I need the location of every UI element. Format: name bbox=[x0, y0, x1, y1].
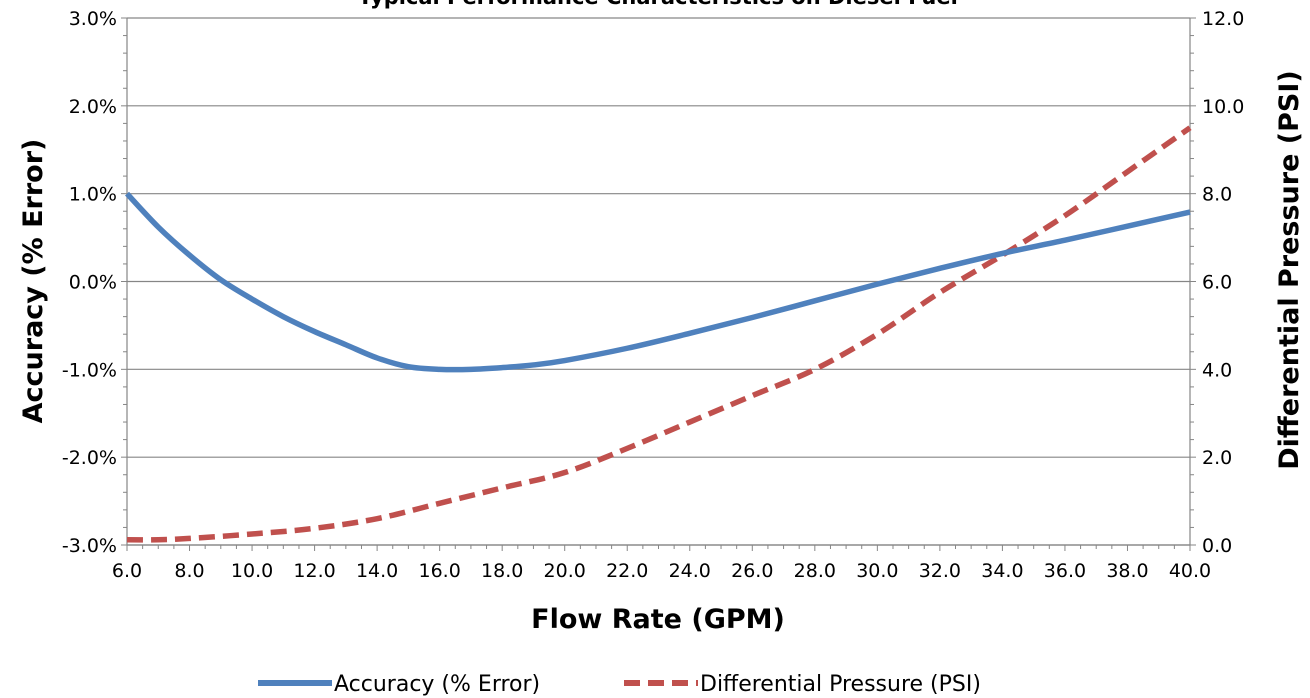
x-tick-label: 18.0 bbox=[481, 560, 523, 582]
legend: Accuracy (% Error) Differential Pressure… bbox=[258, 672, 981, 697]
x-tick-labels: 6.0 8.0 10.0 12.0 14.0 16.0 18.0 20.0 22.0 24.0 26… bbox=[112, 560, 1211, 582]
x-tick-label: 30.0 bbox=[856, 560, 898, 582]
x-tick-label: 12.0 bbox=[293, 560, 335, 582]
y-tick-label: -3.0% bbox=[62, 535, 117, 557]
series-lines bbox=[124, 125, 1192, 543]
x-tick-label: 24.0 bbox=[669, 560, 711, 582]
x-tick-label: 36.0 bbox=[1044, 560, 1086, 582]
y-tick-label: 3.0% bbox=[69, 8, 117, 30]
chart-title-group: Typical Performance Characteristics on D… bbox=[358, 0, 958, 9]
y2-tick-label: 10.0 bbox=[1202, 96, 1244, 118]
y2-tick-label: 8.0 bbox=[1202, 184, 1232, 206]
grid-lines bbox=[127, 17, 1190, 546]
series-line-accuracy bbox=[124, 191, 1191, 373]
x-tick-label: 40.0 bbox=[1169, 560, 1211, 582]
x-tick-label: 10.0 bbox=[231, 560, 273, 582]
x-tick-label: 34.0 bbox=[981, 560, 1023, 582]
y-tick-label: 1.0% bbox=[69, 184, 117, 206]
y2-tick-label: 12.0 bbox=[1202, 8, 1244, 30]
y2-tick-label: 0.0 bbox=[1202, 535, 1232, 557]
x-tick-label: 16.0 bbox=[418, 560, 460, 582]
x-axis-title: Flow Rate (GPM) bbox=[531, 604, 785, 635]
y2-tick-label: 6.0 bbox=[1202, 272, 1232, 294]
y-tick-label: -1.0% bbox=[62, 359, 117, 381]
x-tick-label: 38.0 bbox=[1106, 560, 1148, 582]
legend-label-accuracy: Accuracy (% Error) bbox=[334, 672, 540, 697]
series-line-pressure bbox=[126, 125, 1192, 543]
x-tick-label: 20.0 bbox=[544, 560, 586, 582]
y-tick-label: -2.0% bbox=[62, 447, 117, 469]
x-tick-label: 14.0 bbox=[356, 560, 398, 582]
axes bbox=[121, 17, 1196, 551]
y-tick-label: 2.0% bbox=[69, 96, 117, 118]
y-tick-labels: -3.0% -2.0% -1.0% 0.0% 1.0% 2.0% 3.0% bbox=[62, 8, 117, 557]
x-tick-label: 22.0 bbox=[606, 560, 648, 582]
x-tick-label: 32.0 bbox=[919, 560, 961, 582]
y-axis-title: Accuracy (% Error) bbox=[18, 139, 49, 424]
y2-tick-labels: 0.0 2.0 4.0 6.0 8.0 10.0 12.0 bbox=[1202, 8, 1244, 557]
y2-axis-title: Differential Pressure (PSI) bbox=[1274, 70, 1305, 470]
x-tick-label: 28.0 bbox=[794, 560, 836, 582]
legend-label-pressure: Differential Pressure (PSI) bbox=[700, 672, 981, 697]
x-tick-label: 6.0 bbox=[112, 560, 142, 582]
y2-tick-label: 4.0 bbox=[1202, 359, 1232, 381]
y-tick-label: 0.0% bbox=[69, 272, 117, 294]
y2-tick-label: 2.0 bbox=[1202, 447, 1232, 469]
x-tick-label: 26.0 bbox=[731, 560, 773, 582]
chart-title: Typical Performance Characteristics on D… bbox=[358, 0, 958, 9]
x-tick-label: 8.0 bbox=[174, 560, 204, 582]
